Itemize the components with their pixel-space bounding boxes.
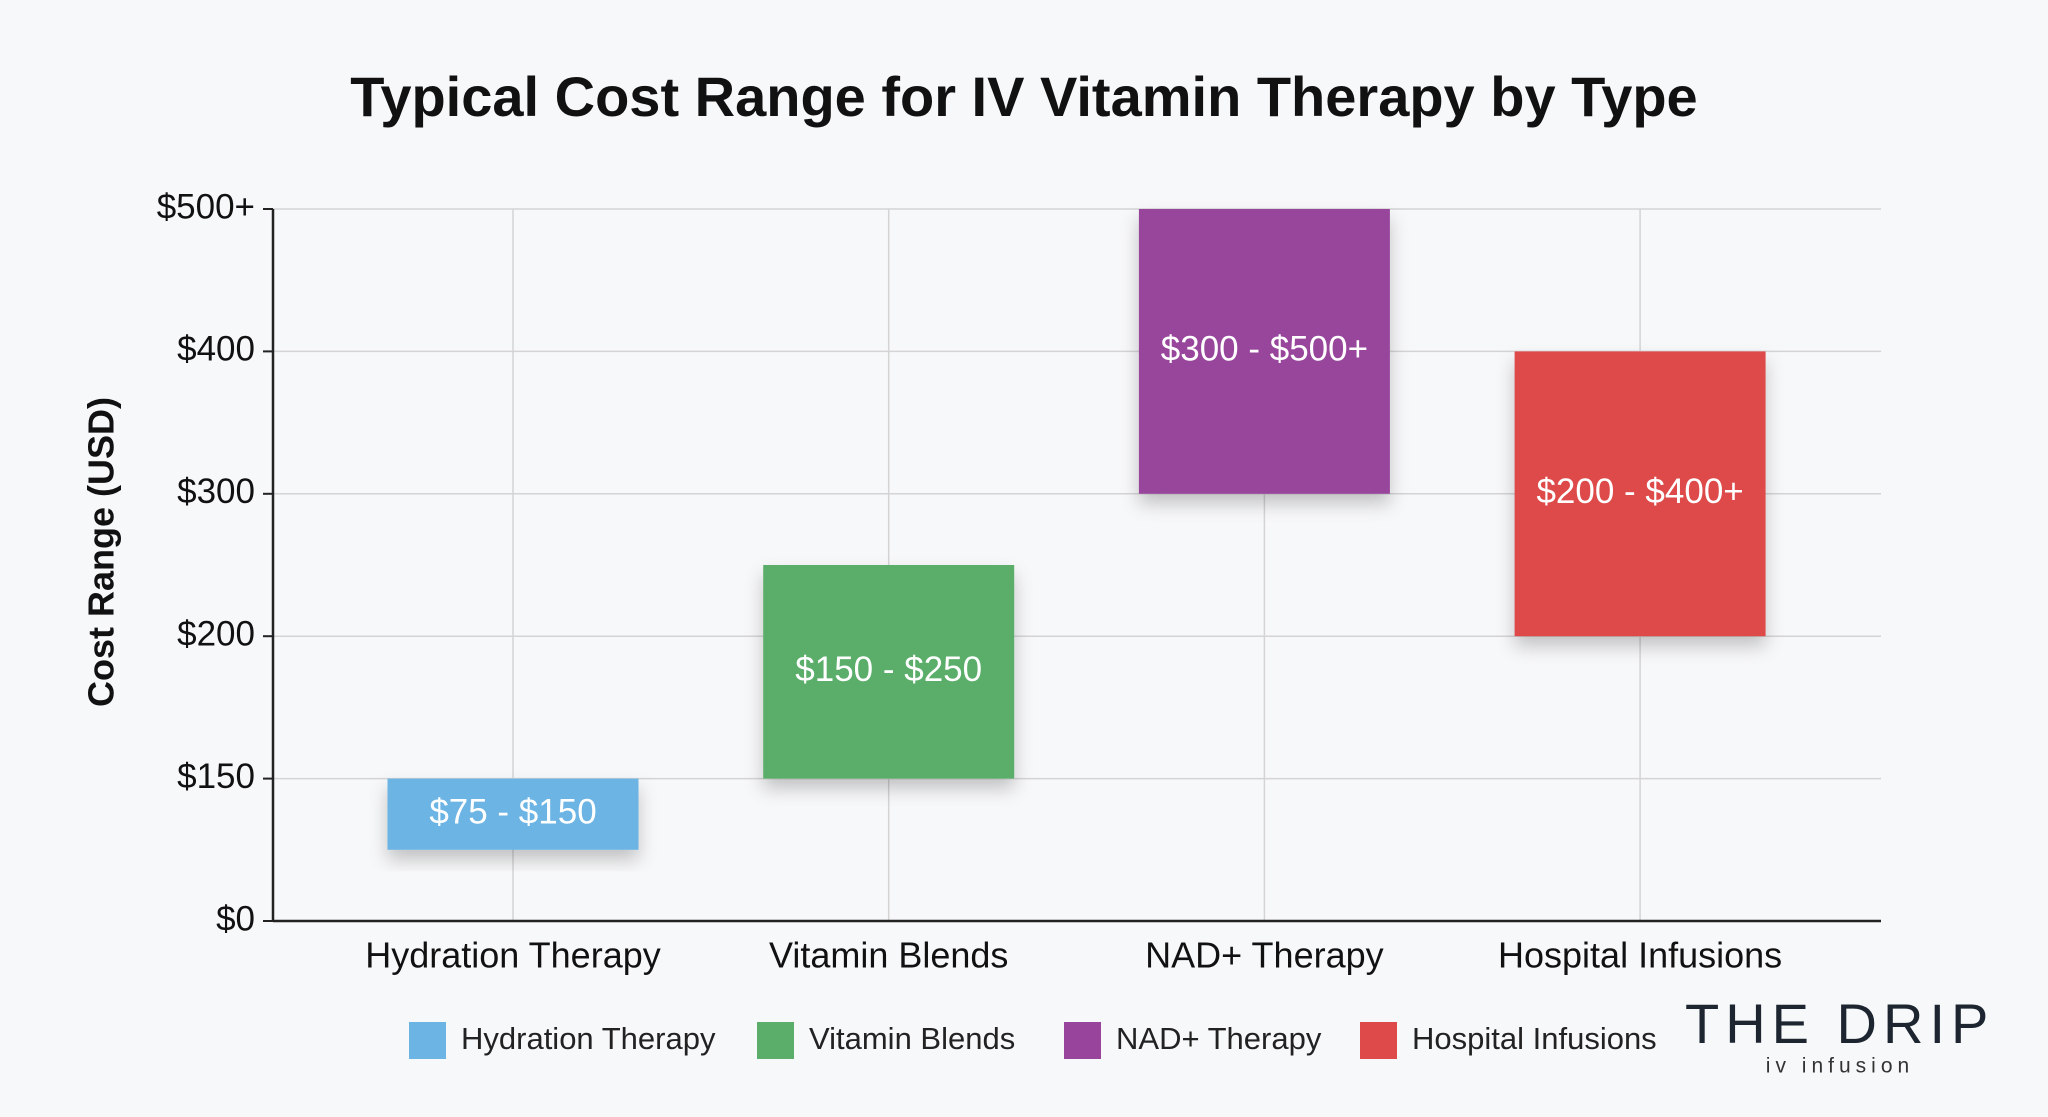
value-label: $75 - $150 <box>429 792 596 831</box>
value-label: $300 - $500+ <box>1161 330 1368 369</box>
legend-label: NAD+ Therapy <box>1116 1021 1322 1056</box>
range-bar <box>1138 209 1390 494</box>
value-label: $200 - $400+ <box>1536 472 1743 511</box>
y-tick-label: $200 <box>177 614 255 653</box>
legend-swatch <box>1064 1022 1101 1059</box>
legend-label: Vitamin Blends <box>809 1021 1015 1056</box>
y-tick-label: $150 <box>177 757 255 796</box>
legend-swatch <box>757 1022 794 1059</box>
y-tick-label: $400 <box>177 330 255 369</box>
x-tick-label: Vitamin Blends <box>769 935 1008 976</box>
legend-label: Hydration Therapy <box>461 1021 716 1056</box>
y-tick-label: $500+ <box>157 187 255 226</box>
legend-label: Hospital Infusions <box>1412 1021 1657 1056</box>
range-bar <box>387 778 639 850</box>
legend-swatch <box>409 1022 446 1059</box>
chart-title: Typical Cost Range for IV Vitamin Therap… <box>350 65 1697 128</box>
x-tick-label: Hospital Infusions <box>1498 935 1782 976</box>
y-tick-label: $300 <box>177 472 255 511</box>
legend-swatch <box>1360 1022 1397 1059</box>
x-tick-label: NAD+ Therapy <box>1145 935 1383 976</box>
range-bar <box>1514 351 1766 637</box>
logo-tagline: iv infusion <box>1766 1055 1914 1078</box>
value-label: $150 - $250 <box>795 650 982 689</box>
x-tick-label: Hydration Therapy <box>365 935 661 976</box>
logo-name: THE DRIP <box>1685 992 1994 1055</box>
range-bar <box>763 565 1015 779</box>
y-axis-title: Cost Range (USD) <box>81 397 122 707</box>
y-tick-label: $0 <box>216 899 255 938</box>
